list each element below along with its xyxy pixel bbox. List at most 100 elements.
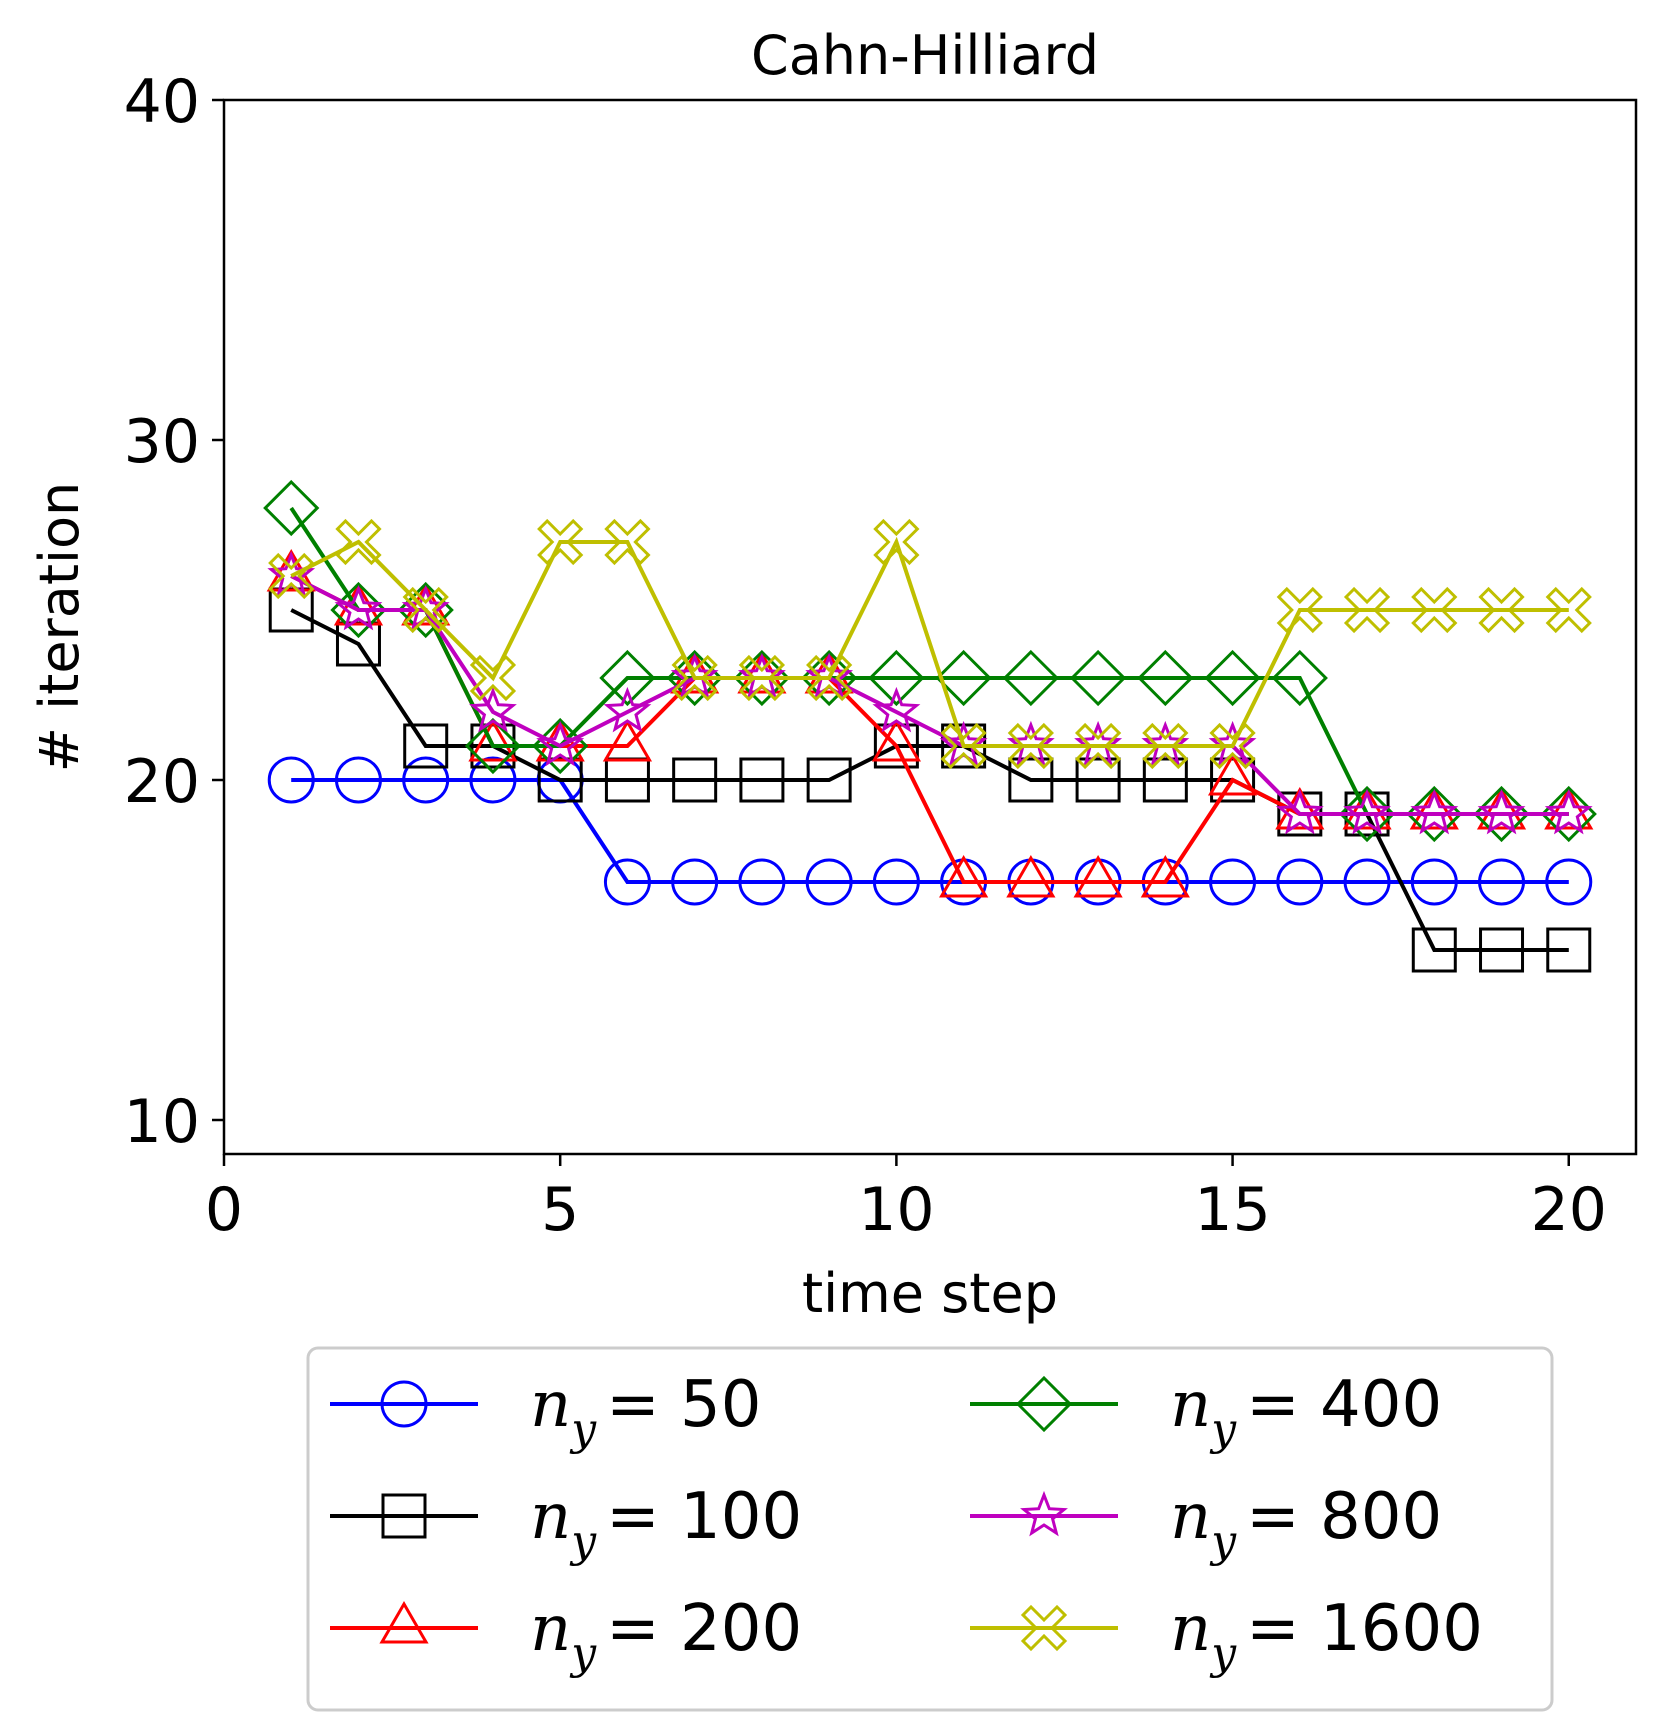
legend-entry-0: ny = 50 <box>330 1368 761 1455</box>
data-point-3-13 <box>1137 649 1194 707</box>
data-point-5-16 <box>1343 586 1391 634</box>
data-point-1-17 <box>1411 927 1457 973</box>
y-tick-label-3: 40 <box>124 67 200 137</box>
data-point-4-16 <box>1343 788 1391 835</box>
data-point-2-15 <box>1275 787 1325 830</box>
data-point-0-14 <box>1209 858 1257 906</box>
data-point-1-13 <box>1142 757 1188 803</box>
data-point-5-11 <box>1007 722 1054 770</box>
legend-marker-4 <box>1020 1490 1068 1537</box>
series-layer <box>263 479 1597 973</box>
data-point-2-13 <box>1140 855 1190 898</box>
data-point-5-19 <box>1545 586 1592 634</box>
data-point-4-9 <box>872 686 921 733</box>
data-point-2-9 <box>871 719 921 762</box>
data-point-4-15 <box>1275 788 1324 835</box>
data-point-1-18 <box>1479 927 1525 973</box>
data-point-2-14 <box>1207 753 1258 796</box>
data-point-5-14 <box>1209 722 1256 770</box>
data-point-5-10 <box>940 722 987 770</box>
data-point-1-14 <box>1210 757 1256 803</box>
legend-label-3: ny = 400 <box>1170 1368 1442 1455</box>
y-tick-label-2: 30 <box>124 407 200 477</box>
data-point-5-0 <box>268 552 315 600</box>
data-point-1-19 <box>1546 927 1592 973</box>
data-point-3-11 <box>1002 649 1059 707</box>
data-point-0-6 <box>671 858 719 906</box>
data-point-4-4 <box>536 720 585 767</box>
data-point-0-2 <box>402 756 450 804</box>
legend-label-0: ny = 50 <box>530 1368 761 1455</box>
y-tick-label-1: 20 <box>124 747 200 817</box>
data-point-2-5 <box>602 719 653 762</box>
data-point-2-17 <box>1409 787 1459 830</box>
series-line-3 <box>289 506 1569 816</box>
data-point-0-0 <box>267 756 315 804</box>
data-point-5-7 <box>738 654 786 702</box>
chart-title: Cahn-Hilliard <box>751 24 1099 87</box>
data-point-5-8 <box>806 654 853 702</box>
series-line-5 <box>290 536 1569 748</box>
legend-marker-0 <box>380 1380 428 1428</box>
data-point-5-5 <box>604 518 651 566</box>
data-point-3-5 <box>599 649 656 707</box>
data-point-0-18 <box>1478 858 1526 906</box>
data-point-3-16 <box>1338 785 1396 843</box>
x-tick-label-2: 10 <box>858 1175 934 1245</box>
data-point-3-12 <box>1069 649 1127 707</box>
data-point-0-7 <box>738 858 786 906</box>
series-2 <box>266 549 1594 898</box>
data-point-0-5 <box>603 858 651 906</box>
legend-label-2: ny = 200 <box>530 1592 802 1679</box>
data-point-0-9 <box>872 858 920 906</box>
data-point-3-10 <box>935 649 992 707</box>
data-point-3-19 <box>1540 785 1597 843</box>
x-axis: 0 5 10 15 20 <box>205 1154 1607 1245</box>
legend-frame <box>306 1346 1554 1712</box>
data-point-1-11 <box>1008 757 1054 803</box>
data-point-4-19 <box>1544 788 1593 835</box>
data-point-4-3 <box>469 686 517 733</box>
data-point-1-6 <box>672 757 718 803</box>
data-point-0-19 <box>1545 858 1593 906</box>
data-point-4-5 <box>603 686 652 733</box>
data-point-1-7 <box>739 757 785 803</box>
data-point-5-3 <box>469 654 517 702</box>
data-point-4-1 <box>334 584 383 631</box>
data-point-5-12 <box>1074 722 1122 770</box>
legend-marker-5 <box>1020 1604 1068 1652</box>
x-tick-label-4: 20 <box>1531 1175 1607 1245</box>
data-point-0-1 <box>334 756 382 804</box>
data-point-3-0 <box>263 479 320 537</box>
data-point-1-9 <box>873 723 919 769</box>
data-point-3-14 <box>1204 649 1261 707</box>
data-point-0-15 <box>1276 858 1324 906</box>
data-point-1-12 <box>1075 757 1121 803</box>
legend-marker-3 <box>1015 1375 1073 1433</box>
data-point-5-4 <box>537 518 584 566</box>
x-tick-label-3: 15 <box>1194 1175 1270 1245</box>
x-tick-label-0: 0 <box>205 1175 243 1245</box>
y-axis: 10 20 30 40 <box>124 67 224 1157</box>
data-point-4-17 <box>1410 788 1459 835</box>
data-point-5-6 <box>671 654 718 702</box>
data-point-5-13 <box>1142 722 1189 770</box>
legend-label-1: ny = 100 <box>530 1480 802 1567</box>
data-point-0-3 <box>469 756 517 804</box>
y-tick-label-0: 10 <box>124 1087 200 1157</box>
data-point-1-2 <box>403 723 449 769</box>
legend-entry-1: ny = 100 <box>330 1480 802 1567</box>
data-point-5-17 <box>1411 586 1458 634</box>
data-point-2-18 <box>1476 787 1527 830</box>
data-point-3-18 <box>1473 785 1530 843</box>
plot-frame <box>222 98 1638 1156</box>
data-point-5-9 <box>873 518 920 566</box>
data-point-0-17 <box>1410 858 1458 906</box>
data-point-1-8 <box>806 757 852 803</box>
data-point-2-19 <box>1544 787 1594 830</box>
legend-entry-5: ny = 1600 <box>970 1592 1483 1679</box>
data-point-2-10 <box>939 855 989 898</box>
data-point-0-8 <box>805 858 853 906</box>
data-point-5-2 <box>402 586 449 634</box>
x-axis-title: time step <box>802 1262 1058 1325</box>
